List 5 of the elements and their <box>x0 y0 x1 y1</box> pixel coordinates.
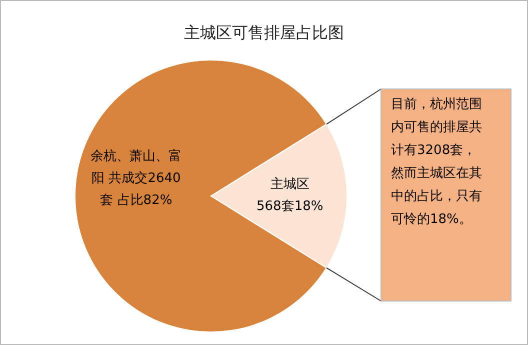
slice-label: 主城区 <box>270 177 310 192</box>
text: 目前，杭州范围内可售的排屋共计有3208套，然而主城区在其中的占比，只有可怜的18%。 <box>391 96 483 229</box>
chart-title: 主城区可售排屋占比图 <box>184 23 344 42</box>
data-label: 568套18% <box>256 199 324 214</box>
slice-label: 余杭、萧山、富阳 共成交2640套 占比82% <box>90 148 183 210</box>
